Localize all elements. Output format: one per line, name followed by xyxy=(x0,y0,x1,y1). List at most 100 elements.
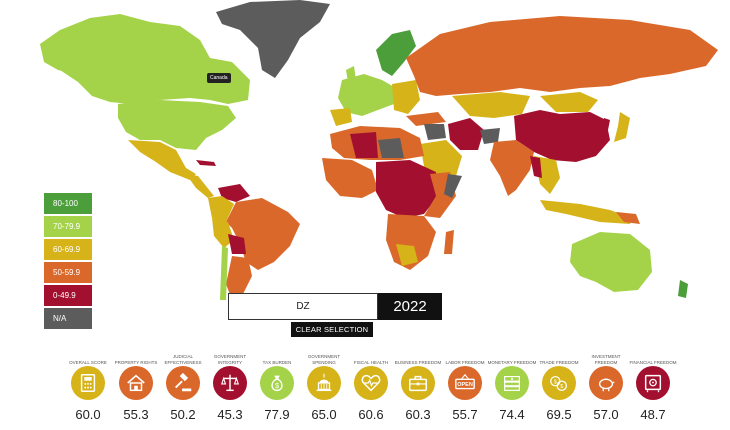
country-greenland[interactable] xyxy=(216,0,330,78)
country-peru[interactable] xyxy=(212,218,234,248)
indicator-value: 45.3 xyxy=(217,407,243,422)
indicator-label: Monetary Freedom xyxy=(487,360,537,365)
indicator-value: 60.0 xyxy=(75,407,101,422)
calculator-icon xyxy=(71,366,105,400)
country-selection-field[interactable]: DZ xyxy=(228,293,378,320)
country-iraq-syria[interactable] xyxy=(424,124,446,140)
country-canada[interactable] xyxy=(40,14,250,104)
legend-item-na[interactable]: N/A xyxy=(44,308,92,329)
indicator-label: Labor Freedom xyxy=(445,360,485,365)
heart-pulse-icon xyxy=(354,366,388,400)
coins-icon: $ $ xyxy=(542,366,576,400)
country-uk[interactable] xyxy=(346,66,356,82)
house-icon xyxy=(119,366,153,400)
indicator-label: Business Freedom xyxy=(394,360,442,365)
indicator-investment-freedom[interactable]: Investment Freedom 57.0 xyxy=(581,346,631,422)
country-algeria[interactable] xyxy=(350,132,378,158)
region-central-africa[interactable] xyxy=(376,160,438,218)
country-australia[interactable] xyxy=(570,232,652,292)
indicator-government-spending[interactable]: Government Spending 65.0 xyxy=(299,346,349,422)
indicator-financial-freedom[interactable]: Financial Freedom 48.7 xyxy=(628,346,678,422)
country-usa[interactable] xyxy=(118,100,236,150)
world-map[interactable] xyxy=(0,0,730,300)
indicator-label: Fiscal Health xyxy=(353,360,389,365)
country-russia[interactable] xyxy=(406,16,718,96)
indicator-fiscal-health[interactable]: Fiscal Health 60.6 xyxy=(346,346,396,422)
indicators-row: Overall Score 60.0 Property Rights 55.3 … xyxy=(0,346,730,430)
country-madagascar[interactable] xyxy=(444,230,454,254)
briefcase-icon xyxy=(401,366,435,400)
safe-icon xyxy=(636,366,670,400)
region-western-europe[interactable] xyxy=(338,74,396,116)
indicator-value: 77.9 xyxy=(264,407,290,422)
indicator-label: Overall Score xyxy=(69,360,107,365)
indicator-label: Government Integrity xyxy=(213,354,247,365)
indicator-government-integrity[interactable]: Government Integrity 45.3 xyxy=(205,346,255,422)
country-libya[interactable] xyxy=(378,138,404,158)
scales-icon xyxy=(213,366,247,400)
country-somalia[interactable] xyxy=(444,174,462,198)
indicator-monetary-freedom[interactable]: Monetary Freedom 74.4 xyxy=(487,346,537,422)
indicator-label: Tax Burden xyxy=(262,360,292,365)
indicator-label: Property Rights xyxy=(114,360,158,365)
indicator-label: Financial Freedom xyxy=(629,360,677,365)
legend-item-70-79[interactable]: 70-79.9 xyxy=(44,216,92,237)
country-myanmar[interactable] xyxy=(530,156,542,178)
indicator-value: 60.6 xyxy=(358,407,384,422)
capitol-icon xyxy=(307,366,341,400)
country-venezuela[interactable] xyxy=(218,184,250,202)
country-iran[interactable] xyxy=(448,118,484,150)
country-cuba[interactable] xyxy=(196,160,216,166)
country-chile[interactable] xyxy=(220,246,228,300)
country-afghanistan[interactable] xyxy=(480,128,500,144)
svg-text:OPEN: OPEN xyxy=(457,382,473,388)
country-mongolia[interactable] xyxy=(540,92,598,112)
country-mexico[interactable] xyxy=(128,140,196,180)
country-india[interactable] xyxy=(490,140,534,196)
indicator-tax-burden[interactable]: Tax Burden $ 77.9 xyxy=(252,346,302,422)
gavel-icon xyxy=(166,366,200,400)
indicator-label: Judicial Effectiveness xyxy=(164,354,202,365)
indicator-judicial-effectiveness[interactable]: Judicial Effectiveness 50.2 xyxy=(158,346,208,422)
indicator-label: Investment Freedom xyxy=(591,354,621,365)
indicator-value: 48.7 xyxy=(640,407,666,422)
indicator-labor-freedom[interactable]: Labor Freedom OPEN 55.7 xyxy=(440,346,490,422)
piggy-bank-icon xyxy=(589,366,623,400)
region-scandinavia[interactable] xyxy=(376,30,416,76)
region-iberia[interactable] xyxy=(330,108,352,126)
country-new-zealand[interactable] xyxy=(678,280,688,298)
indicator-value: 69.5 xyxy=(546,407,572,422)
region-eastern-europe[interactable] xyxy=(392,80,420,114)
country-bolivia[interactable] xyxy=(228,234,246,254)
cash-stack-icon xyxy=(495,366,529,400)
svg-text:$: $ xyxy=(560,384,563,390)
indicator-value: 60.3 xyxy=(405,407,431,422)
indicator-value: 50.2 xyxy=(170,407,196,422)
country-china[interactable] xyxy=(514,110,610,162)
country-kazakhstan[interactable] xyxy=(452,92,530,118)
country-alaska[interactable] xyxy=(40,40,90,74)
region-west-africa[interactable] xyxy=(322,158,378,198)
indicator-label: Trade Freedom xyxy=(539,360,579,365)
country-korea[interactable] xyxy=(602,118,610,130)
legend-item-50-59[interactable]: 50-59.9 xyxy=(44,262,92,283)
country-colombia[interactable] xyxy=(208,196,234,222)
indicator-business-freedom[interactable]: Business Freedom 60.3 xyxy=(393,346,443,422)
legend-item-0-49[interactable]: 0-49.9 xyxy=(44,285,92,306)
country-argentina[interactable] xyxy=(226,256,252,300)
indicator-overall-score[interactable]: Overall Score 60.0 xyxy=(63,346,113,422)
country-papua[interactable] xyxy=(616,212,640,224)
region-southern-africa[interactable] xyxy=(386,214,436,270)
country-south-africa-region[interactable] xyxy=(396,244,418,266)
legend-item-80-100[interactable]: 80-100 xyxy=(44,193,92,214)
year-display[interactable]: 2022 xyxy=(378,293,442,320)
indicator-property-rights[interactable]: Property Rights 55.3 xyxy=(111,346,161,422)
legend-item-60-69[interactable]: 60-69.9 xyxy=(44,239,92,260)
clear-selection-button[interactable]: CLEAR SELECTION xyxy=(291,322,373,337)
indicator-trade-freedom[interactable]: Trade Freedom $ $ 69.5 xyxy=(534,346,584,422)
svg-text:$: $ xyxy=(275,381,279,390)
country-central-america[interactable] xyxy=(186,174,214,198)
country-japan[interactable] xyxy=(614,112,630,142)
country-turkey[interactable] xyxy=(406,112,446,126)
country-indonesia[interactable] xyxy=(540,200,632,224)
